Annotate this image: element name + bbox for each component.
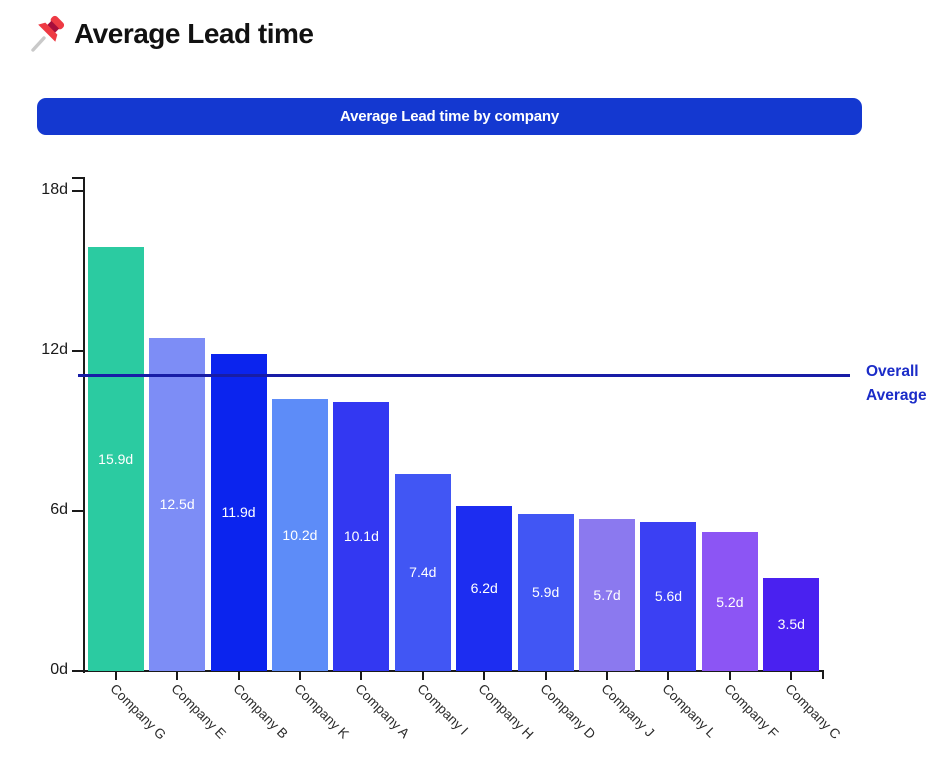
x-axis-end-cap <box>822 671 824 679</box>
bar-value-label: 6.2d <box>470 580 498 597</box>
x-axis-tick <box>483 672 486 680</box>
y-axis-top-cap <box>72 177 85 179</box>
y-axis-tick-label: 12d <box>41 341 68 358</box>
bar: 12.5d <box>149 337 206 671</box>
y-axis-tick <box>72 350 83 352</box>
bar-value-label: 5.2d <box>716 593 744 610</box>
bar-value-label: 5.6d <box>654 588 683 605</box>
x-axis-category-label: Company H <box>475 681 537 743</box>
bar: 5.9d <box>517 513 574 671</box>
bar: 3.5d <box>763 577 820 671</box>
bar: 5.7d <box>579 519 636 671</box>
y-axis-tick-label: 18d <box>41 181 68 198</box>
y-axis-tick-label: 0d <box>50 661 68 678</box>
x-axis-tick <box>790 672 793 680</box>
bar-value-label: 5.9d <box>532 584 560 601</box>
bar-value-label: 5.7d <box>593 587 621 603</box>
y-axis-tick <box>72 190 83 192</box>
x-axis-category-label: Company K <box>291 681 352 742</box>
bar: 11.9d <box>210 353 267 671</box>
x-axis-category-label: Company E <box>168 681 230 742</box>
bar: 5.2d <box>701 532 758 671</box>
x-axis-category-label: Company L <box>659 681 720 741</box>
x-axis-tick <box>728 672 731 680</box>
bar: 7.4d <box>394 473 451 671</box>
x-axis-tick <box>544 672 547 680</box>
y-axis-tick-label: 6d <box>50 501 68 518</box>
x-axis-tick <box>176 672 179 680</box>
x-axis-tick <box>237 672 240 680</box>
x-axis-line <box>83 670 824 672</box>
y-axis-tick <box>72 510 83 512</box>
x-axis-tick <box>421 672 424 680</box>
overall-average-line <box>78 373 850 377</box>
chart-title-banner: Average Lead time by company <box>37 98 862 135</box>
x-axis-tick <box>298 672 301 680</box>
x-axis-tick <box>360 672 363 680</box>
x-axis-tick <box>667 672 670 680</box>
x-axis-category-label: Company B <box>229 681 291 742</box>
bar-value-label: 12.5d <box>159 496 195 513</box>
bar-value-label: 3.5d <box>777 616 805 633</box>
bar: 15.9d <box>87 247 144 671</box>
legend-line-2: Average <box>866 387 927 404</box>
overall-average-legend: Overall Average <box>866 360 927 408</box>
x-axis-category-label: Company F <box>721 681 782 741</box>
x-axis-category-label: Company D <box>537 681 599 743</box>
bar-value-label: 10.2d <box>282 527 318 543</box>
bar: 5.6d <box>640 521 697 671</box>
x-axis-category-label: Company G <box>107 681 169 743</box>
bar: 10.1d <box>333 401 390 671</box>
x-axis-category-label: Company A <box>352 681 413 741</box>
x-axis-category-label: Company C <box>782 681 844 743</box>
bar-value-label: 15.9d <box>98 451 134 467</box>
report-header: Average Lead time <box>28 14 314 54</box>
bar-value-label: 7.4d <box>409 564 437 581</box>
bar-value-label: 10.1d <box>343 528 379 545</box>
x-axis-tick <box>606 672 609 680</box>
pushpin-icon <box>31 15 65 52</box>
y-axis-tick <box>72 670 83 672</box>
legend-line-1: Overall <box>866 363 919 380</box>
bar: 6.2d <box>456 505 513 671</box>
bar: 10.2d <box>271 399 328 671</box>
y-axis-line <box>83 177 85 673</box>
x-axis-category-label: Company I <box>414 681 471 738</box>
x-axis-tick <box>114 672 117 680</box>
x-axis-category-label: Company J <box>598 681 658 740</box>
page-title: Average Lead time <box>74 18 314 49</box>
bar-value-label: 11.9d <box>221 504 256 521</box>
